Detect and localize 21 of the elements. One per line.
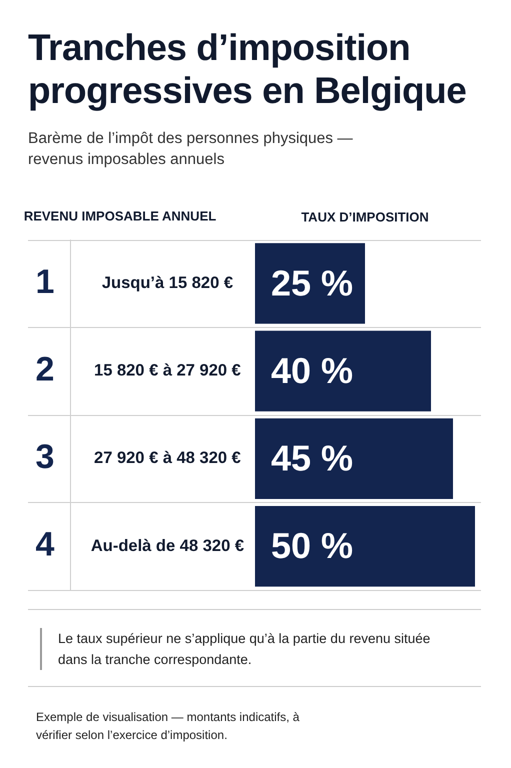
- chart-title: Tranches d’imposition progressives en Belgique: [28, 26, 468, 112]
- data-label: 25 %: [271, 262, 354, 304]
- data-label: 40 %: [271, 350, 354, 391]
- y-axis-title: REVENU IMPOSABLE ANNUEL: [24, 208, 216, 224]
- x-axis-title: TAUX D’IMPOSITION: [301, 209, 429, 224]
- y-tick-label: Jusqu’à 15 820 €: [102, 274, 234, 292]
- chart-subtitle: Barème de l’impôt des personnes physiques — revenus imposables annuels: [28, 129, 354, 170]
- y-tick-label: Au-delà de 48 320 €: [90, 536, 244, 555]
- bar: [255, 330, 431, 412]
- text: 3: [36, 438, 54, 476]
- text: 4: [36, 526, 55, 564]
- data-label: 50 %: [271, 525, 354, 566]
- bar: [255, 418, 453, 499]
- text: Le taux supérieur ne s’applique qu’à la partie du revenu située dans la tranche correspondante.: [40, 628, 433, 670]
- y-tick-label: 27 920 € à 48 320 €: [94, 449, 241, 468]
- bar: [255, 506, 475, 587]
- text: Exemple de visualisation — montants indicatifs, à vérifier selon l’exercice d’imposition.: [36, 709, 300, 744]
- data-label: 45 %: [271, 438, 354, 479]
- text: 2: [36, 350, 54, 388]
- text: 1: [36, 262, 54, 301]
- y-tick-label: 15 820 € à 27 920 €: [94, 362, 241, 380]
